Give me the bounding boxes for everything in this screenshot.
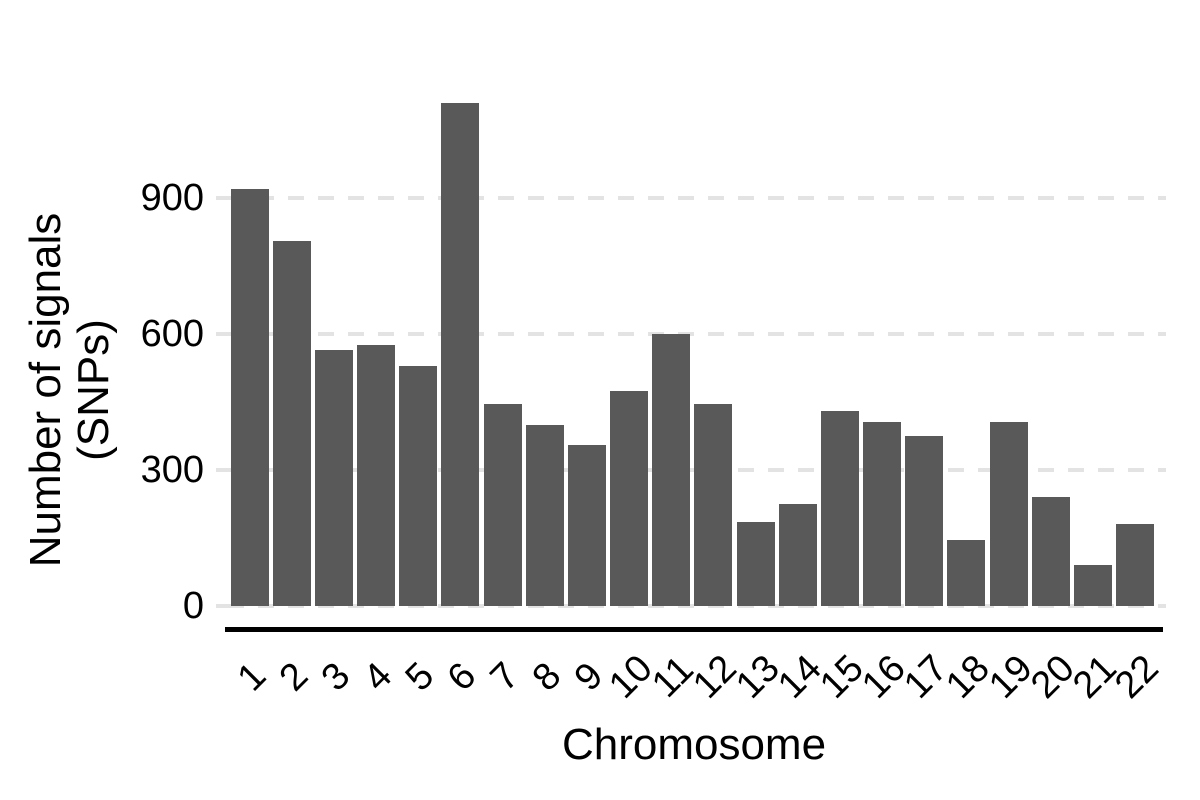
x-tick-label-7: 7	[482, 654, 527, 700]
bar-chr-14	[778, 504, 817, 606]
bar-chr-13	[736, 522, 775, 606]
y-axis-label: Number of signals (SNPs)	[21, 212, 118, 568]
y-axis-label-line-1: Number of signals	[21, 212, 70, 568]
gridline-0	[228, 604, 1166, 608]
x-tick-label-8: 8	[524, 654, 570, 700]
x-axis-label: Chromosome	[561, 720, 827, 769]
bar-chr-4	[357, 345, 395, 606]
bar-chr-5	[399, 366, 438, 606]
y-axis-label-line-2: (SNPs)	[69, 319, 118, 461]
y-tick-600	[216, 332, 229, 336]
bar-chr-8	[525, 425, 564, 606]
bar-chr-19	[989, 422, 1028, 606]
x-tick-label-1: 1	[229, 654, 274, 700]
y-tick-label-0: 0	[182, 585, 204, 627]
x-tick-label-5: 5	[397, 654, 443, 700]
bar-chr-10	[610, 391, 648, 606]
y-tick-900	[216, 196, 229, 200]
y-tick-label-900: 900	[140, 177, 204, 219]
bar-chr-21	[1073, 565, 1112, 606]
bar-chr-22	[1116, 524, 1155, 606]
bar-chr-12	[694, 404, 733, 606]
x-axis-line	[225, 627, 1163, 632]
y-tick-label-300: 300	[140, 449, 204, 491]
y-tick-0	[216, 604, 229, 608]
bar-chr-11	[652, 334, 691, 606]
bar-chr-17	[905, 436, 944, 606]
bar-chr-18	[947, 540, 986, 606]
gridline-900	[228, 196, 1166, 200]
y-tick-label-600: 600	[140, 313, 204, 355]
bar-chr-16	[863, 422, 902, 606]
x-tick-label-6: 6	[440, 654, 485, 700]
x-tick-label-4: 4	[355, 654, 401, 700]
y-tick-300	[216, 468, 229, 472]
x-tick-label-22: 22	[1107, 647, 1167, 707]
bar-chr-6	[441, 103, 480, 606]
bar-chr-2	[272, 241, 311, 606]
bar-chr-15	[820, 411, 859, 606]
x-tick-label-3: 3	[313, 654, 359, 700]
bar-chr-1	[230, 189, 269, 606]
bar-chr-20	[1031, 497, 1070, 606]
bar-chr-7	[483, 404, 522, 606]
x-tick-label-2: 2	[271, 654, 317, 700]
bar-chr-3	[314, 350, 353, 606]
gridline-600	[228, 332, 1166, 336]
bar-chr-9	[567, 445, 606, 606]
